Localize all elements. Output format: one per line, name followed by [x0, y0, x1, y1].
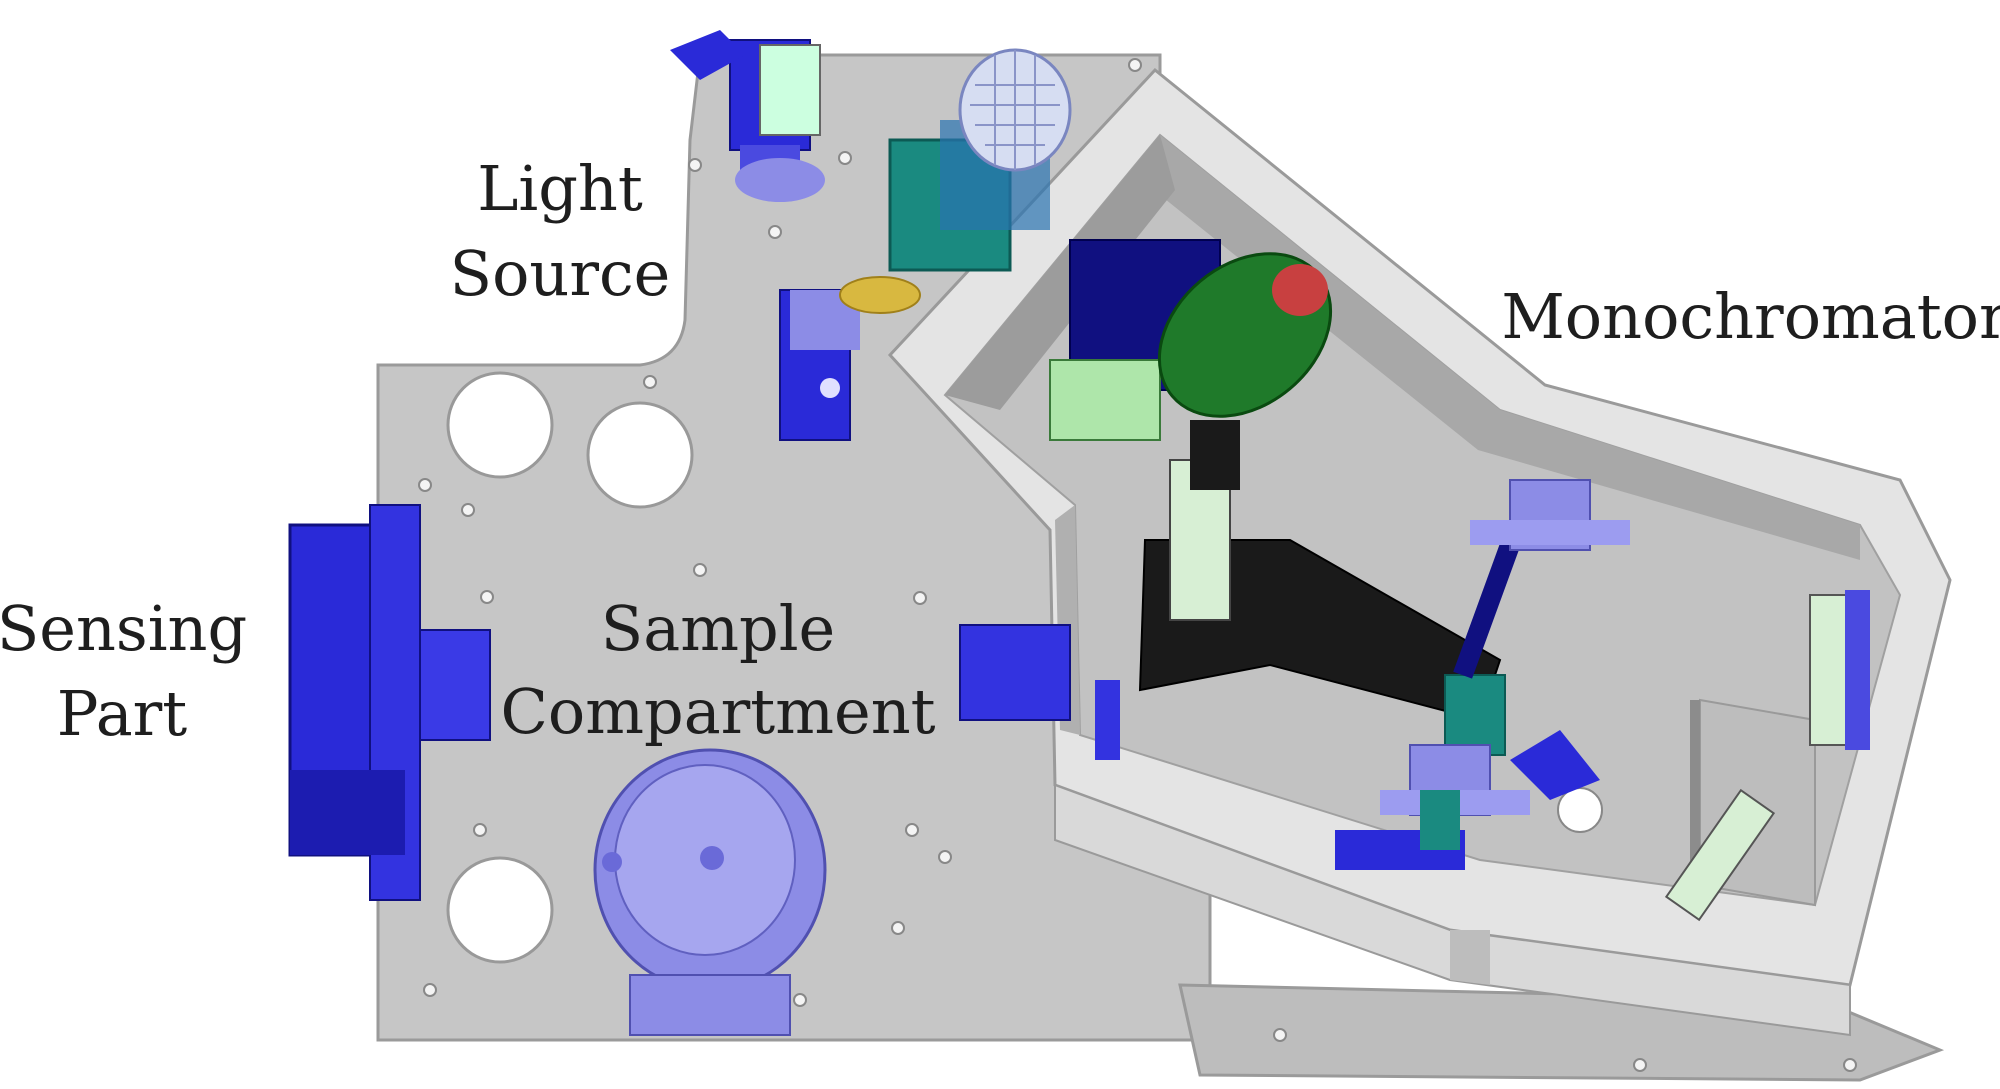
label-light-source-line1: Light	[477, 152, 643, 225]
plate-hole	[446, 371, 554, 479]
light-source-assembly	[670, 30, 1072, 441]
label-sample-compartment: Sample Compartment	[500, 592, 935, 748]
label-sample-compartment-line2: Compartment	[500, 675, 935, 748]
label-sensing-part: Sensing Part	[0, 592, 247, 750]
label-light-source-line2: Source	[450, 237, 671, 310]
plate-hole	[446, 856, 554, 964]
label-sensing-part-line1: Sensing	[0, 592, 247, 665]
sensing-part-assembly	[288, 504, 491, 901]
label-monochromator: Monochromator	[1501, 280, 2000, 353]
monochromator-optics	[1049, 239, 1870, 922]
label-sensing-part-line2: Part	[57, 677, 188, 750]
sample-compartment-assembly	[593, 624, 1120, 1036]
label-sample-compartment-line1: Sample	[601, 592, 835, 665]
plate-hole	[586, 401, 694, 509]
label-light-source: Light Source	[450, 152, 671, 310]
